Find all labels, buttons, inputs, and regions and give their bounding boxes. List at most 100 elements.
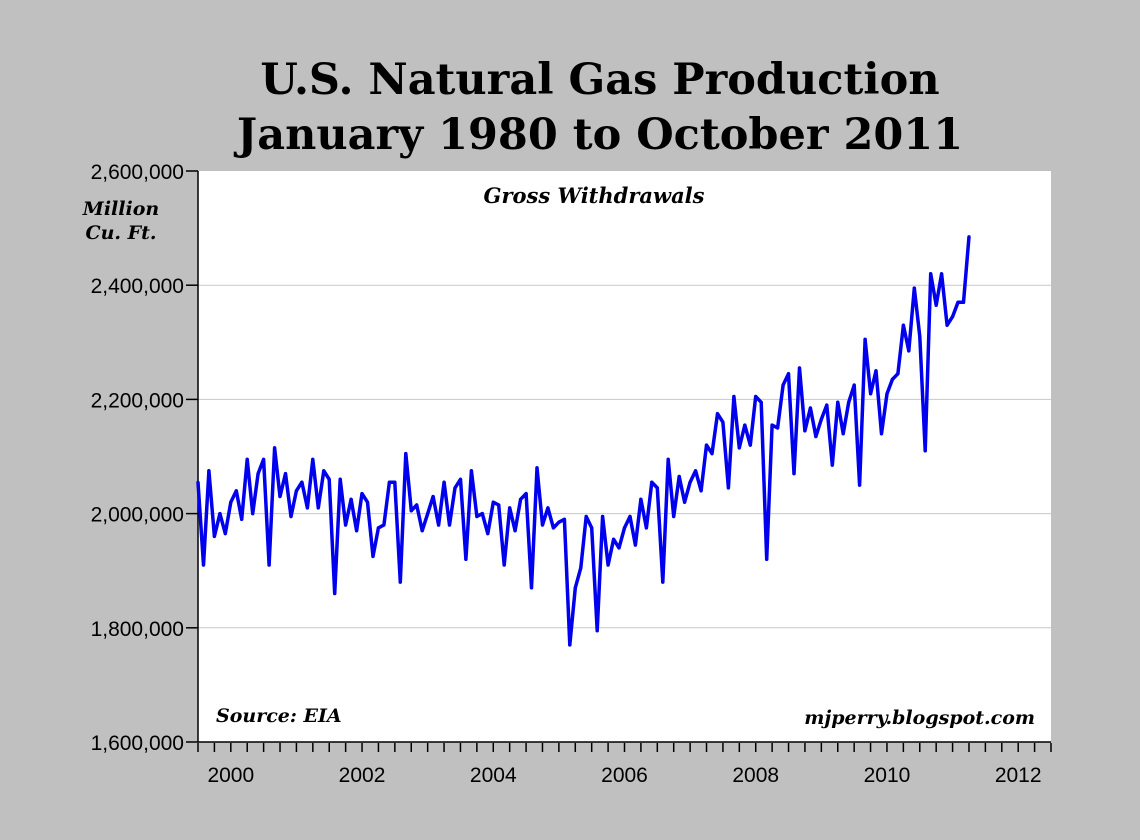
data-point (907, 349, 911, 353)
data-point (305, 506, 309, 510)
data-point (961, 300, 966, 304)
data-point (387, 480, 391, 484)
data-point (814, 434, 818, 439)
x-tick-label: 2002 (339, 764, 386, 787)
axes (197, 171, 1051, 743)
data-point (371, 554, 375, 559)
data-point (863, 337, 867, 341)
data-point (781, 383, 785, 387)
data-point (628, 514, 632, 519)
data-point (431, 494, 435, 499)
data-point (497, 503, 501, 507)
data-point (650, 480, 654, 484)
y-tick-label: 2,200,000 (91, 389, 184, 412)
data-point (529, 586, 534, 590)
data-point (879, 432, 884, 436)
data-point (825, 403, 829, 407)
data-point (852, 383, 856, 387)
x-tick-label: 2012 (995, 764, 1042, 787)
data-point (655, 486, 659, 490)
x-tick-label: 2008 (732, 764, 779, 787)
y-tick-label: 1,600,000 (91, 732, 184, 755)
data-point (934, 303, 938, 307)
data-point (409, 509, 413, 513)
data-point (956, 300, 960, 304)
data-point (229, 500, 233, 504)
data-point (486, 532, 490, 536)
data-point (551, 526, 556, 530)
data-point (338, 477, 342, 481)
data-point (283, 472, 288, 476)
credit-label: mjperry.blogspot.com (804, 707, 1035, 729)
data-point (207, 469, 211, 473)
data-point (480, 511, 484, 516)
data-point (841, 432, 845, 436)
data-point (759, 400, 763, 404)
data-point (743, 423, 747, 427)
data-point (289, 514, 293, 519)
data-point (633, 543, 638, 547)
x-tick-label: 2000 (207, 764, 254, 787)
data-point (568, 643, 572, 647)
data-point (704, 443, 709, 447)
data-point (896, 372, 900, 376)
data-point (426, 511, 430, 516)
data-point (754, 394, 758, 399)
data-point (513, 529, 517, 533)
data-point (715, 412, 720, 416)
chart-subtitle: Gross Withdrawals (484, 183, 705, 208)
data-point (945, 323, 949, 327)
data-point (278, 494, 282, 499)
data-point (803, 429, 807, 433)
data-point (677, 474, 681, 479)
data-point (349, 497, 353, 501)
y-tick-label: 2,000,000 (91, 504, 184, 527)
data-point (940, 272, 944, 276)
data-point (519, 497, 523, 501)
data-point (316, 506, 320, 510)
data-point (376, 526, 380, 530)
data-point (776, 426, 780, 430)
data-point (502, 563, 506, 567)
data-point (300, 480, 304, 484)
data-point (540, 523, 545, 527)
data-point (951, 315, 955, 319)
data-point (223, 532, 227, 536)
data-point (218, 511, 222, 516)
data-point (929, 272, 933, 276)
data-point (661, 580, 665, 584)
data-point (874, 369, 878, 373)
data-point (311, 457, 315, 461)
data-point (420, 529, 424, 533)
data-point (447, 523, 452, 527)
data-point (234, 489, 238, 493)
data-point (918, 335, 922, 339)
data-point (644, 526, 649, 530)
data-point (885, 392, 889, 396)
data-points (196, 235, 971, 647)
data-point (557, 520, 561, 524)
y-tick-label: 2,600,000 (91, 161, 184, 184)
data-point (212, 534, 216, 539)
data-point (360, 492, 364, 496)
data-point (923, 449, 927, 453)
data-point (524, 492, 528, 496)
data-point (912, 286, 916, 290)
data-point (688, 480, 692, 484)
y-axis-label-line-1: Million (82, 198, 159, 220)
data-point (262, 457, 266, 461)
data-point (453, 486, 457, 490)
data-point (398, 580, 402, 584)
data-point (344, 523, 348, 527)
data-point (901, 323, 906, 327)
data-point (830, 463, 834, 467)
data-point (458, 477, 463, 481)
y-axis-ticks: 1,600,000 1,800,000 2,000,000 2,200,000 2,40… (91, 161, 198, 755)
data-point (595, 629, 599, 633)
data-point (808, 406, 813, 410)
data-point (196, 480, 200, 484)
data-point (393, 480, 397, 484)
data-point (617, 546, 621, 550)
data-point (601, 514, 605, 519)
